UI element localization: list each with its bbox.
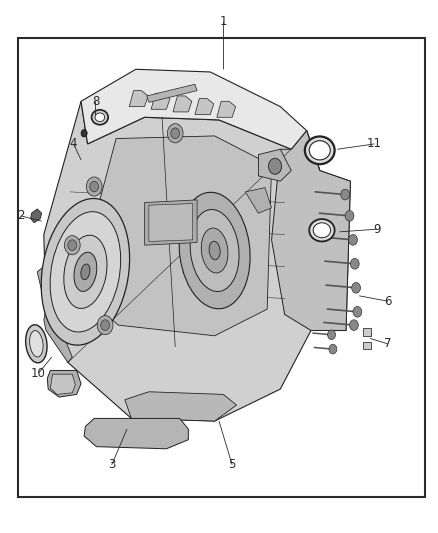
Polygon shape	[149, 204, 193, 241]
Ellipse shape	[313, 223, 331, 238]
Ellipse shape	[305, 136, 335, 164]
Polygon shape	[47, 370, 81, 397]
Polygon shape	[50, 374, 75, 394]
Ellipse shape	[309, 141, 330, 160]
Ellipse shape	[179, 192, 250, 309]
Polygon shape	[195, 99, 214, 115]
Text: 11: 11	[367, 138, 382, 150]
Polygon shape	[125, 392, 237, 421]
Circle shape	[329, 344, 337, 354]
Text: 7: 7	[384, 337, 392, 350]
Polygon shape	[44, 101, 320, 421]
Text: 3: 3	[108, 458, 115, 471]
Ellipse shape	[74, 252, 97, 292]
Circle shape	[90, 181, 99, 192]
Text: 9: 9	[373, 223, 381, 236]
Ellipse shape	[41, 198, 130, 345]
Bar	[18, 38, 425, 497]
Circle shape	[97, 316, 113, 335]
Ellipse shape	[309, 219, 335, 241]
Circle shape	[64, 236, 80, 255]
Circle shape	[171, 128, 180, 139]
Circle shape	[341, 189, 350, 200]
Circle shape	[167, 124, 183, 143]
Polygon shape	[151, 93, 170, 109]
Ellipse shape	[30, 330, 43, 357]
Circle shape	[352, 282, 360, 293]
Ellipse shape	[209, 241, 220, 260]
Ellipse shape	[64, 235, 107, 309]
Ellipse shape	[92, 110, 108, 125]
Circle shape	[349, 235, 357, 245]
Circle shape	[328, 330, 336, 340]
Circle shape	[268, 158, 282, 174]
Circle shape	[81, 130, 87, 137]
Polygon shape	[258, 149, 291, 181]
Circle shape	[68, 240, 77, 251]
Polygon shape	[129, 91, 148, 107]
Text: 2: 2	[17, 209, 25, 222]
Bar	[363, 342, 371, 349]
Polygon shape	[217, 101, 236, 117]
Ellipse shape	[95, 113, 105, 122]
Circle shape	[353, 306, 362, 317]
Bar	[363, 328, 371, 336]
Polygon shape	[145, 200, 197, 245]
Circle shape	[345, 211, 354, 221]
Polygon shape	[77, 136, 272, 336]
Polygon shape	[245, 188, 272, 213]
Polygon shape	[84, 418, 188, 449]
Ellipse shape	[190, 209, 239, 292]
Text: 10: 10	[31, 367, 46, 379]
Ellipse shape	[81, 264, 90, 280]
Polygon shape	[173, 96, 192, 112]
Polygon shape	[147, 84, 197, 102]
Polygon shape	[307, 131, 350, 330]
Text: 8: 8	[92, 95, 99, 108]
Polygon shape	[81, 69, 307, 149]
Text: 4: 4	[70, 138, 78, 150]
Ellipse shape	[50, 212, 121, 332]
Ellipse shape	[201, 228, 228, 273]
Text: 1: 1	[219, 15, 227, 28]
Text: 5: 5	[229, 458, 236, 471]
Polygon shape	[37, 266, 72, 362]
Ellipse shape	[26, 325, 47, 363]
Text: 6: 6	[384, 295, 392, 308]
Circle shape	[101, 320, 110, 330]
Polygon shape	[31, 209, 42, 223]
Circle shape	[350, 259, 359, 269]
Circle shape	[86, 177, 102, 196]
Polygon shape	[272, 131, 350, 330]
Circle shape	[350, 320, 358, 330]
